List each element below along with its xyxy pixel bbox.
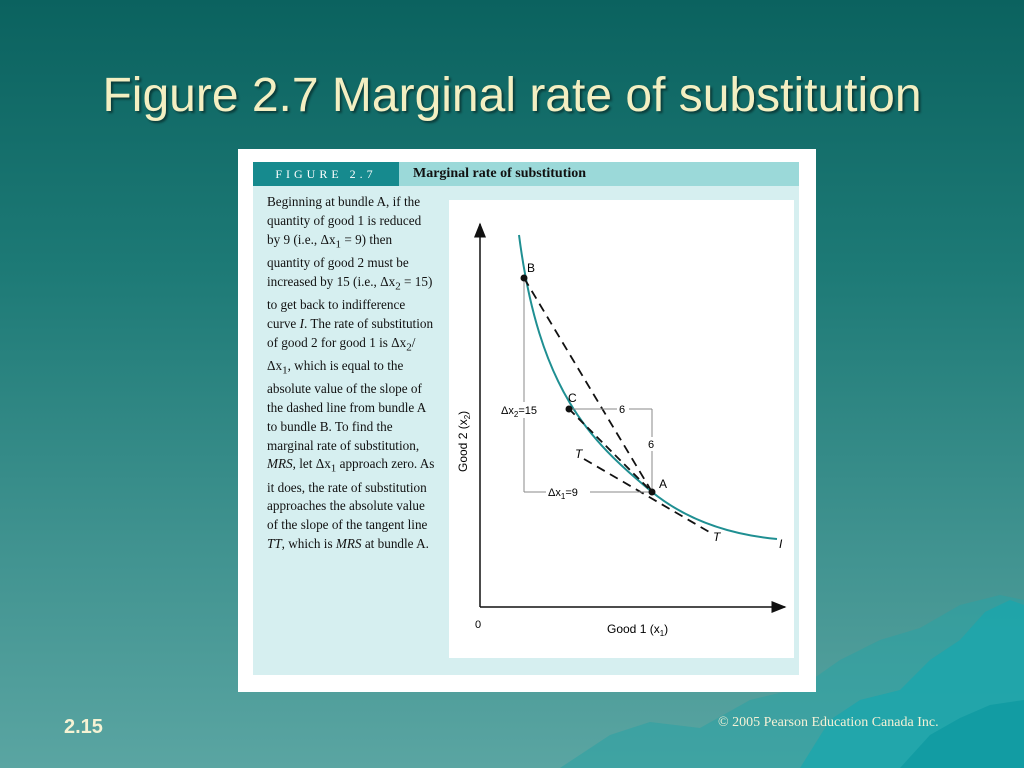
point-a [648,488,656,496]
tangent-label-upper: T [575,447,584,461]
figure-header: FIGURE 2.7 Marginal rate of substitution [253,162,799,186]
figure-body: FIGURE 2.7 Marginal rate of substitution… [253,162,799,675]
figure-caption: Marginal rate of substitution [413,166,587,181]
figure-label: FIGURE 2.7 [253,162,399,186]
point-c [565,405,573,413]
step-v-label: 6 [648,439,654,451]
y-axis-label: Good 2 (x2) [456,411,472,472]
label-c: C [568,391,577,405]
label-a: A [659,477,667,491]
delta-x2-label: Δx2=15 [501,405,537,419]
dashed-line-b-a [523,277,653,493]
tangent-label-lower: T [713,530,722,544]
tangent-line-tt [583,458,712,534]
curve-label: I [779,537,783,551]
point-b [520,274,528,282]
label-b: B [527,261,535,275]
step-h-label: 6 [619,404,625,416]
delta-x1-label: Δx1=9 [548,487,578,501]
indifference-curve [518,234,778,540]
slide-number: 2.15 [64,716,103,738]
origin-label: 0 [475,619,481,631]
x-axis-label: Good 1 (x1) [607,622,668,638]
copyright-notice: © 2005 Pearson Education Canada Inc. [718,715,939,730]
figure-description: Beginning at bundle A, if the quantity o… [267,194,435,551]
chart-panel: B C A 6 6 Δx2=15 Δx1=9 T T I 0 Good [449,200,794,658]
indifference-chart: B C A 6 6 Δx2=15 Δx1=9 T T I 0 Good [456,222,787,638]
slide-title: Figure 2.7 Marginal rate of substitution [102,69,922,122]
dashed-line-c-a [568,408,653,493]
figure-card: FIGURE 2.7 Marginal rate of substitution… [238,149,816,692]
